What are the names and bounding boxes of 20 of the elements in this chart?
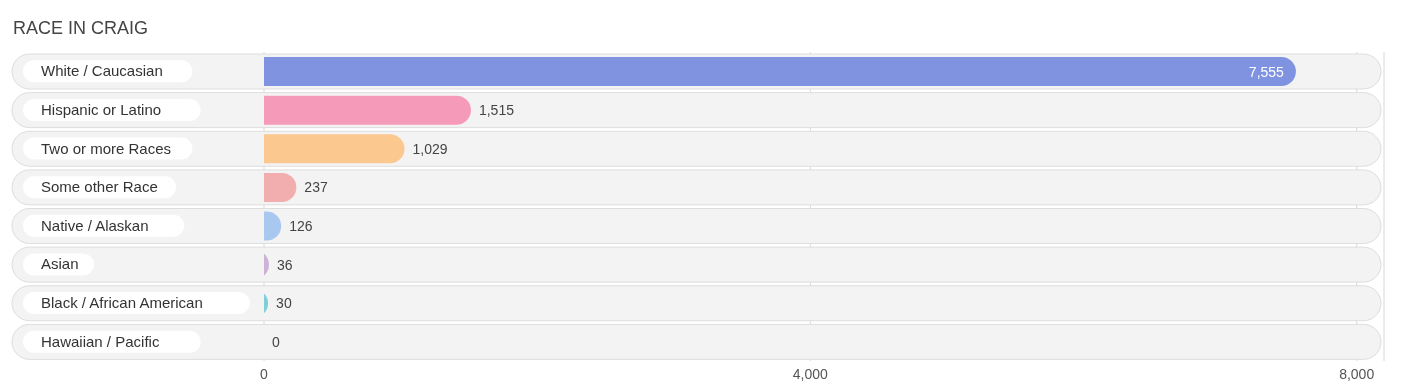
text: RACE IN CRAIG: [12, 17, 150, 40]
data-label: 36: [276, 256, 293, 273]
data-label: 0: [272, 333, 280, 350]
data-label: 237: [304, 179, 328, 196]
data-label: 1,029: [412, 140, 448, 157]
y-tick-label: Hispanic or Latino: [41, 100, 162, 118]
y-tick-label: Black / African American: [41, 294, 203, 312]
x-tick-label: 0: [260, 365, 269, 382]
x-tick-label: 4,000: [792, 365, 829, 382]
y-tick-label: Hawaiian / Pacific: [41, 332, 160, 350]
data-label: 1,515: [478, 102, 515, 119]
y-tick-label: Some other Race: [41, 178, 158, 196]
y-tick-label: Asian: [41, 255, 79, 273]
y-tick-label: Two or more Races: [41, 139, 172, 157]
x-tick-label: 8,000: [1339, 365, 1375, 382]
data-label: 7,555: [1248, 63, 1285, 80]
data-label: 30: [276, 295, 292, 312]
y-tick-label: White / Caucasian: [41, 62, 163, 80]
data-label: 126: [289, 218, 313, 234]
y-tick-label: Native / Alaskan: [41, 216, 149, 234]
